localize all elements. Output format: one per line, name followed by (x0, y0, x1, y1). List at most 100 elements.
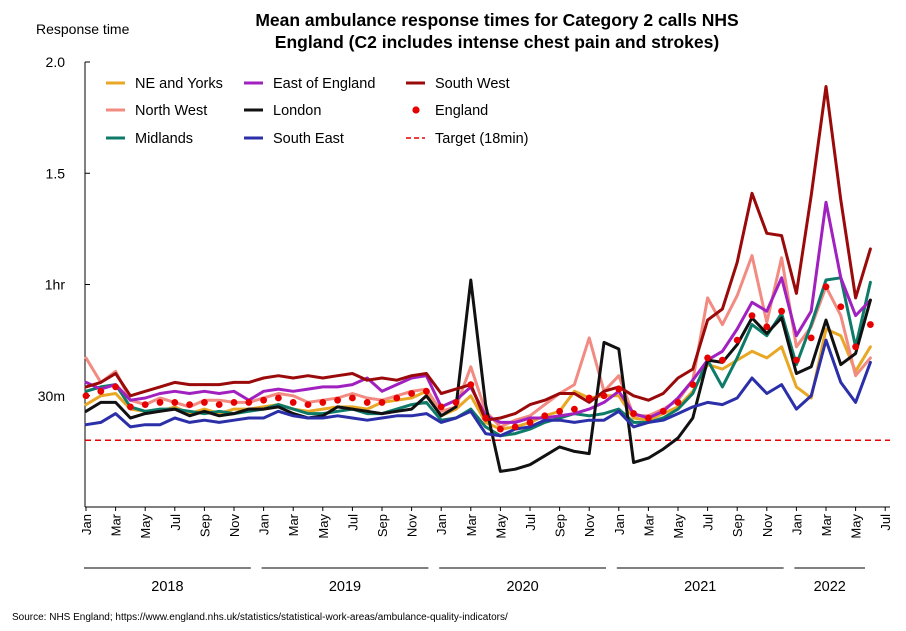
x-tick-label: Jan (79, 514, 94, 535)
year-label: 2018 (151, 579, 183, 595)
england-point (82, 392, 90, 400)
series-england-points (82, 283, 874, 433)
x-tick-label: Nov (582, 514, 597, 538)
england-point (171, 399, 179, 406)
legend-item: England (412, 103, 488, 119)
england-point (585, 394, 593, 402)
series-south-west-line (84, 85, 872, 422)
england-point (837, 303, 845, 311)
england-point (112, 383, 119, 391)
x-tick-label: Sep (375, 514, 390, 537)
series-group (82, 85, 890, 473)
x-tick-label: May (316, 514, 331, 539)
x-tick-label: Nov (405, 514, 420, 538)
x-tick-label: Mar (641, 513, 656, 536)
x-tick-label: Jul (701, 514, 716, 531)
year-label: 2020 (506, 579, 538, 595)
england-point (763, 323, 771, 331)
england-point (215, 401, 223, 409)
chart-title: Mean ambulance response times for Catego… (255, 10, 738, 52)
england-point (778, 307, 785, 315)
england-point (408, 390, 415, 397)
england-point (260, 396, 267, 404)
legend-label: England (435, 103, 488, 119)
x-tick-label: May (849, 514, 864, 539)
title-line: Mean ambulance response times for Catego… (255, 10, 738, 30)
england-point (645, 414, 652, 422)
x-tick-label: Mar (109, 513, 124, 536)
england-point (334, 396, 341, 404)
legend-label: South East (273, 131, 344, 147)
legend-item: Target (18min) (406, 131, 528, 147)
england-point (467, 381, 475, 389)
england-point (511, 423, 519, 431)
legend-item: East of England (244, 76, 375, 92)
x-tick-label: Nov (760, 514, 775, 538)
england-point (674, 399, 682, 406)
legend-label: Midlands (135, 131, 193, 147)
legend-item: NE and Yorks (106, 76, 223, 92)
england-point (556, 407, 563, 415)
england-point (704, 354, 711, 362)
england-point (304, 401, 312, 409)
england-point (141, 401, 149, 409)
year-label: 2021 (684, 579, 716, 595)
legend-item: Midlands (106, 131, 193, 147)
england-point (733, 336, 741, 344)
england-point (97, 387, 105, 395)
year-label: 2019 (329, 579, 361, 595)
legend-label: NE and Yorks (135, 76, 223, 92)
england-point (349, 394, 356, 402)
england-point (807, 334, 815, 342)
england-point (201, 399, 208, 406)
legend-item: South West (406, 76, 510, 92)
x-tick-label: Sep (197, 514, 212, 537)
england-point (378, 399, 386, 406)
england-point (852, 343, 859, 351)
england-point (822, 283, 830, 291)
x-tick-label: Jan (789, 514, 804, 535)
england-point (659, 407, 667, 415)
england-point (393, 394, 401, 402)
year-label: 2022 (814, 579, 846, 595)
england-point (748, 312, 756, 320)
x-tick-label: Jan (434, 514, 449, 535)
england-point (793, 356, 800, 364)
england-point (289, 399, 297, 406)
x-tick-label: Jan (257, 514, 272, 535)
series-north-west-line (84, 254, 872, 429)
x-tick-label: Jan (612, 514, 627, 535)
england-point (600, 392, 608, 400)
source-note: Source: NHS England; https://www.england… (12, 612, 508, 623)
series-midlands-line (84, 276, 872, 438)
x-tick-label: May (493, 514, 508, 539)
x-tick-label: Jul (523, 514, 538, 531)
england-point (689, 381, 697, 389)
england-point (319, 399, 327, 406)
england-point (719, 356, 726, 364)
x-tick-label: Mar (286, 513, 301, 536)
england-point (363, 399, 371, 406)
x-tick-label: Mar (819, 513, 834, 536)
y-tick-label: 2.0 (46, 54, 66, 70)
legend-item: London (244, 103, 321, 119)
england-point (437, 403, 445, 411)
series-london-line (84, 278, 872, 473)
series-south-east-line (84, 338, 872, 438)
y-tick-label: 30m (38, 388, 65, 404)
x-tick-label: Mar (464, 513, 479, 536)
england-point (126, 403, 134, 411)
england-point (230, 399, 238, 406)
x-tick-label: Jul (345, 514, 360, 531)
england-point (867, 321, 874, 328)
x-tick-label: Nov (227, 514, 242, 538)
x-tick-label: Jul (878, 514, 893, 531)
legend-item: North West (106, 103, 207, 119)
y-tick-label: 1hr (45, 277, 66, 293)
england-point (275, 394, 282, 402)
x-tick-label: Sep (730, 514, 745, 537)
england-point (497, 425, 504, 433)
england-point (482, 414, 489, 422)
england-point (452, 399, 460, 406)
